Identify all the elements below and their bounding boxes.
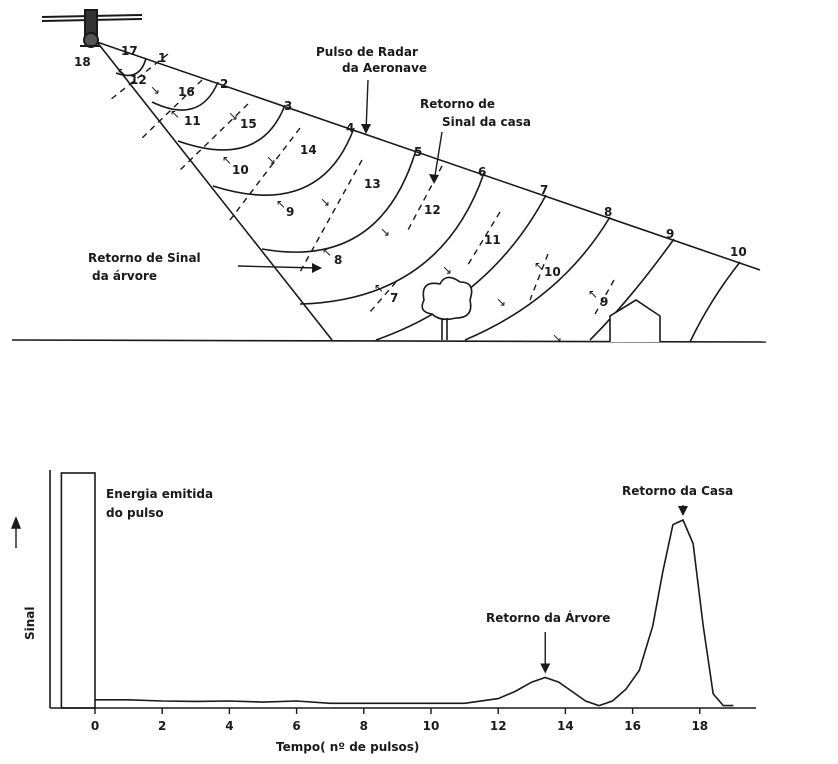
return-number: 13 [364, 177, 381, 191]
return-number: 11 [184, 114, 201, 128]
svg-text:↘: ↘ [380, 225, 390, 239]
wavefront-arc [375, 194, 547, 341]
svg-text:↘: ↘ [552, 331, 562, 345]
svg-text:Retorno de: Retorno de [420, 97, 495, 111]
x-tick-label: 0 [91, 719, 99, 733]
return-number: 10 [544, 265, 561, 279]
pulse-number: 17 [121, 44, 138, 58]
aircraft-pulse-number: 18 [74, 55, 91, 69]
label-aircraft-pulse: Pulso de Radar da Aeronave [316, 45, 427, 134]
svg-text:↘: ↘ [442, 263, 452, 277]
emitted-pulse-label: Energia emitida [106, 487, 213, 501]
wavefront-arc [115, 57, 147, 77]
wavefront-arc [299, 172, 485, 305]
wavefronts [115, 57, 741, 343]
return-number: 12 [424, 203, 441, 217]
x-tick-label: 16 [624, 719, 641, 733]
wavefront-arc [177, 104, 286, 151]
pulse-number: 5 [414, 145, 422, 159]
annotation-arrow [540, 632, 551, 674]
svg-text:↖: ↖ [588, 287, 598, 301]
x-tick-label: 4 [225, 719, 233, 733]
pulse-number: 4 [346, 121, 354, 135]
wavefront-arc [212, 127, 355, 196]
svg-text:↖: ↖ [322, 245, 332, 259]
annotation-arrow [678, 505, 688, 516]
x-tick-label: 8 [360, 719, 368, 733]
return-number: 9 [600, 295, 608, 309]
signal-chart: 0 2 4 6 8 10 12 14 16 18 Energia emitida do pulso… [10, 470, 756, 754]
label-tree-return: Retorno de Sinal da árvore [88, 251, 322, 283]
house-icon [609, 299, 661, 342]
svg-text:↘: ↘ [320, 195, 330, 209]
pulse-number: 2 [220, 77, 228, 91]
pulse-number: 1 [158, 51, 166, 65]
pulse-number: 9 [666, 227, 674, 241]
beam-upper-edge [96, 41, 761, 271]
x-tick-marks [94, 708, 701, 714]
pulse-number: 3 [284, 99, 292, 113]
x-tick-labels: 0 2 4 6 8 10 12 14 16 18 [91, 719, 708, 733]
y-axis-arrow-icon [10, 516, 22, 548]
return-number: 16 [178, 85, 195, 99]
svg-text:Pulso de Radar: Pulso de Radar [316, 45, 418, 59]
aircraft-icon [41, 9, 143, 48]
svg-text:↖: ↖ [534, 259, 544, 273]
svg-text:Sinal da casa: Sinal da casa [442, 115, 531, 129]
svg-text:Retorno de Sinal: Retorno de Sinal [88, 251, 201, 265]
emitted-pulse-bar [60, 472, 96, 709]
signal-line [95, 518, 734, 707]
return-number: 14 [300, 143, 317, 157]
y-axis-title: Sinal [23, 606, 37, 640]
return-number: 12 [130, 73, 147, 87]
x-tick-label: 6 [292, 719, 300, 733]
return-number: 8 [334, 253, 342, 267]
wavefront-arc [689, 261, 741, 343]
pulse-number: 8 [604, 205, 612, 219]
tree-icon [421, 276, 473, 340]
annotation-house-return: Retorno da Casa [622, 484, 733, 498]
svg-text:↖: ↖ [276, 197, 286, 211]
wavefront-arc [151, 81, 219, 111]
svg-text:↖: ↖ [117, 65, 127, 79]
svg-text:↖: ↖ [374, 281, 384, 295]
svg-text:↘: ↘ [150, 83, 160, 97]
svg-text:da Aeronave: da Aeronave [342, 61, 427, 75]
radar-beam-diagram: 18 [11, 9, 767, 345]
return-number: 7 [390, 291, 398, 305]
svg-text:↖: ↖ [222, 153, 232, 167]
wavefront-arc [261, 149, 417, 253]
x-tick-label: 2 [158, 719, 166, 733]
svg-text:↘: ↘ [266, 153, 276, 167]
pulse-number: 6 [478, 165, 486, 179]
return-number: 9 [286, 205, 294, 219]
x-tick-label: 18 [691, 719, 708, 733]
emitted-pulse-label: do pulso [106, 506, 164, 520]
wavefront-arc [589, 238, 675, 341]
pulse-number-labels: 17 1 2 3 4 5 6 7 8 9 10 [121, 44, 747, 259]
return-number-labels: 16 12 11 15 10 14 9 13 12 8 11 7 10 9 [130, 73, 608, 309]
return-paths [109, 53, 615, 317]
return-number: 15 [240, 117, 257, 131]
return-number: 11 [484, 233, 501, 247]
x-axis-title: Tempo( nº de pulsos) [276, 740, 419, 754]
pulse-number: 7 [540, 183, 548, 197]
x-tick-label: 14 [557, 719, 574, 733]
x-tick-label: 12 [490, 719, 507, 733]
x-tick-label: 10 [423, 719, 440, 733]
beam-lower-edge [96, 41, 333, 341]
svg-text:↘: ↘ [496, 295, 506, 309]
annotation-tree-return: Retorno da Árvore [486, 610, 610, 625]
return-number: 10 [232, 163, 249, 177]
pulse-number: 10 [730, 245, 747, 259]
svg-text:da árvore: da árvore [92, 269, 157, 283]
label-house-return: Retorno de Sinal da casa [420, 97, 531, 184]
svg-text:↘: ↘ [228, 109, 238, 123]
small-arrow-icons: ↖ ↘ ↖ ↘ ↖ ↘ ↖ ↘ ↖ ↘ ↖ ↘ ↖ ↘ ↖ ↘ [117, 65, 598, 345]
wavefront-arc [464, 216, 611, 341]
svg-text:↖: ↖ [170, 107, 180, 121]
